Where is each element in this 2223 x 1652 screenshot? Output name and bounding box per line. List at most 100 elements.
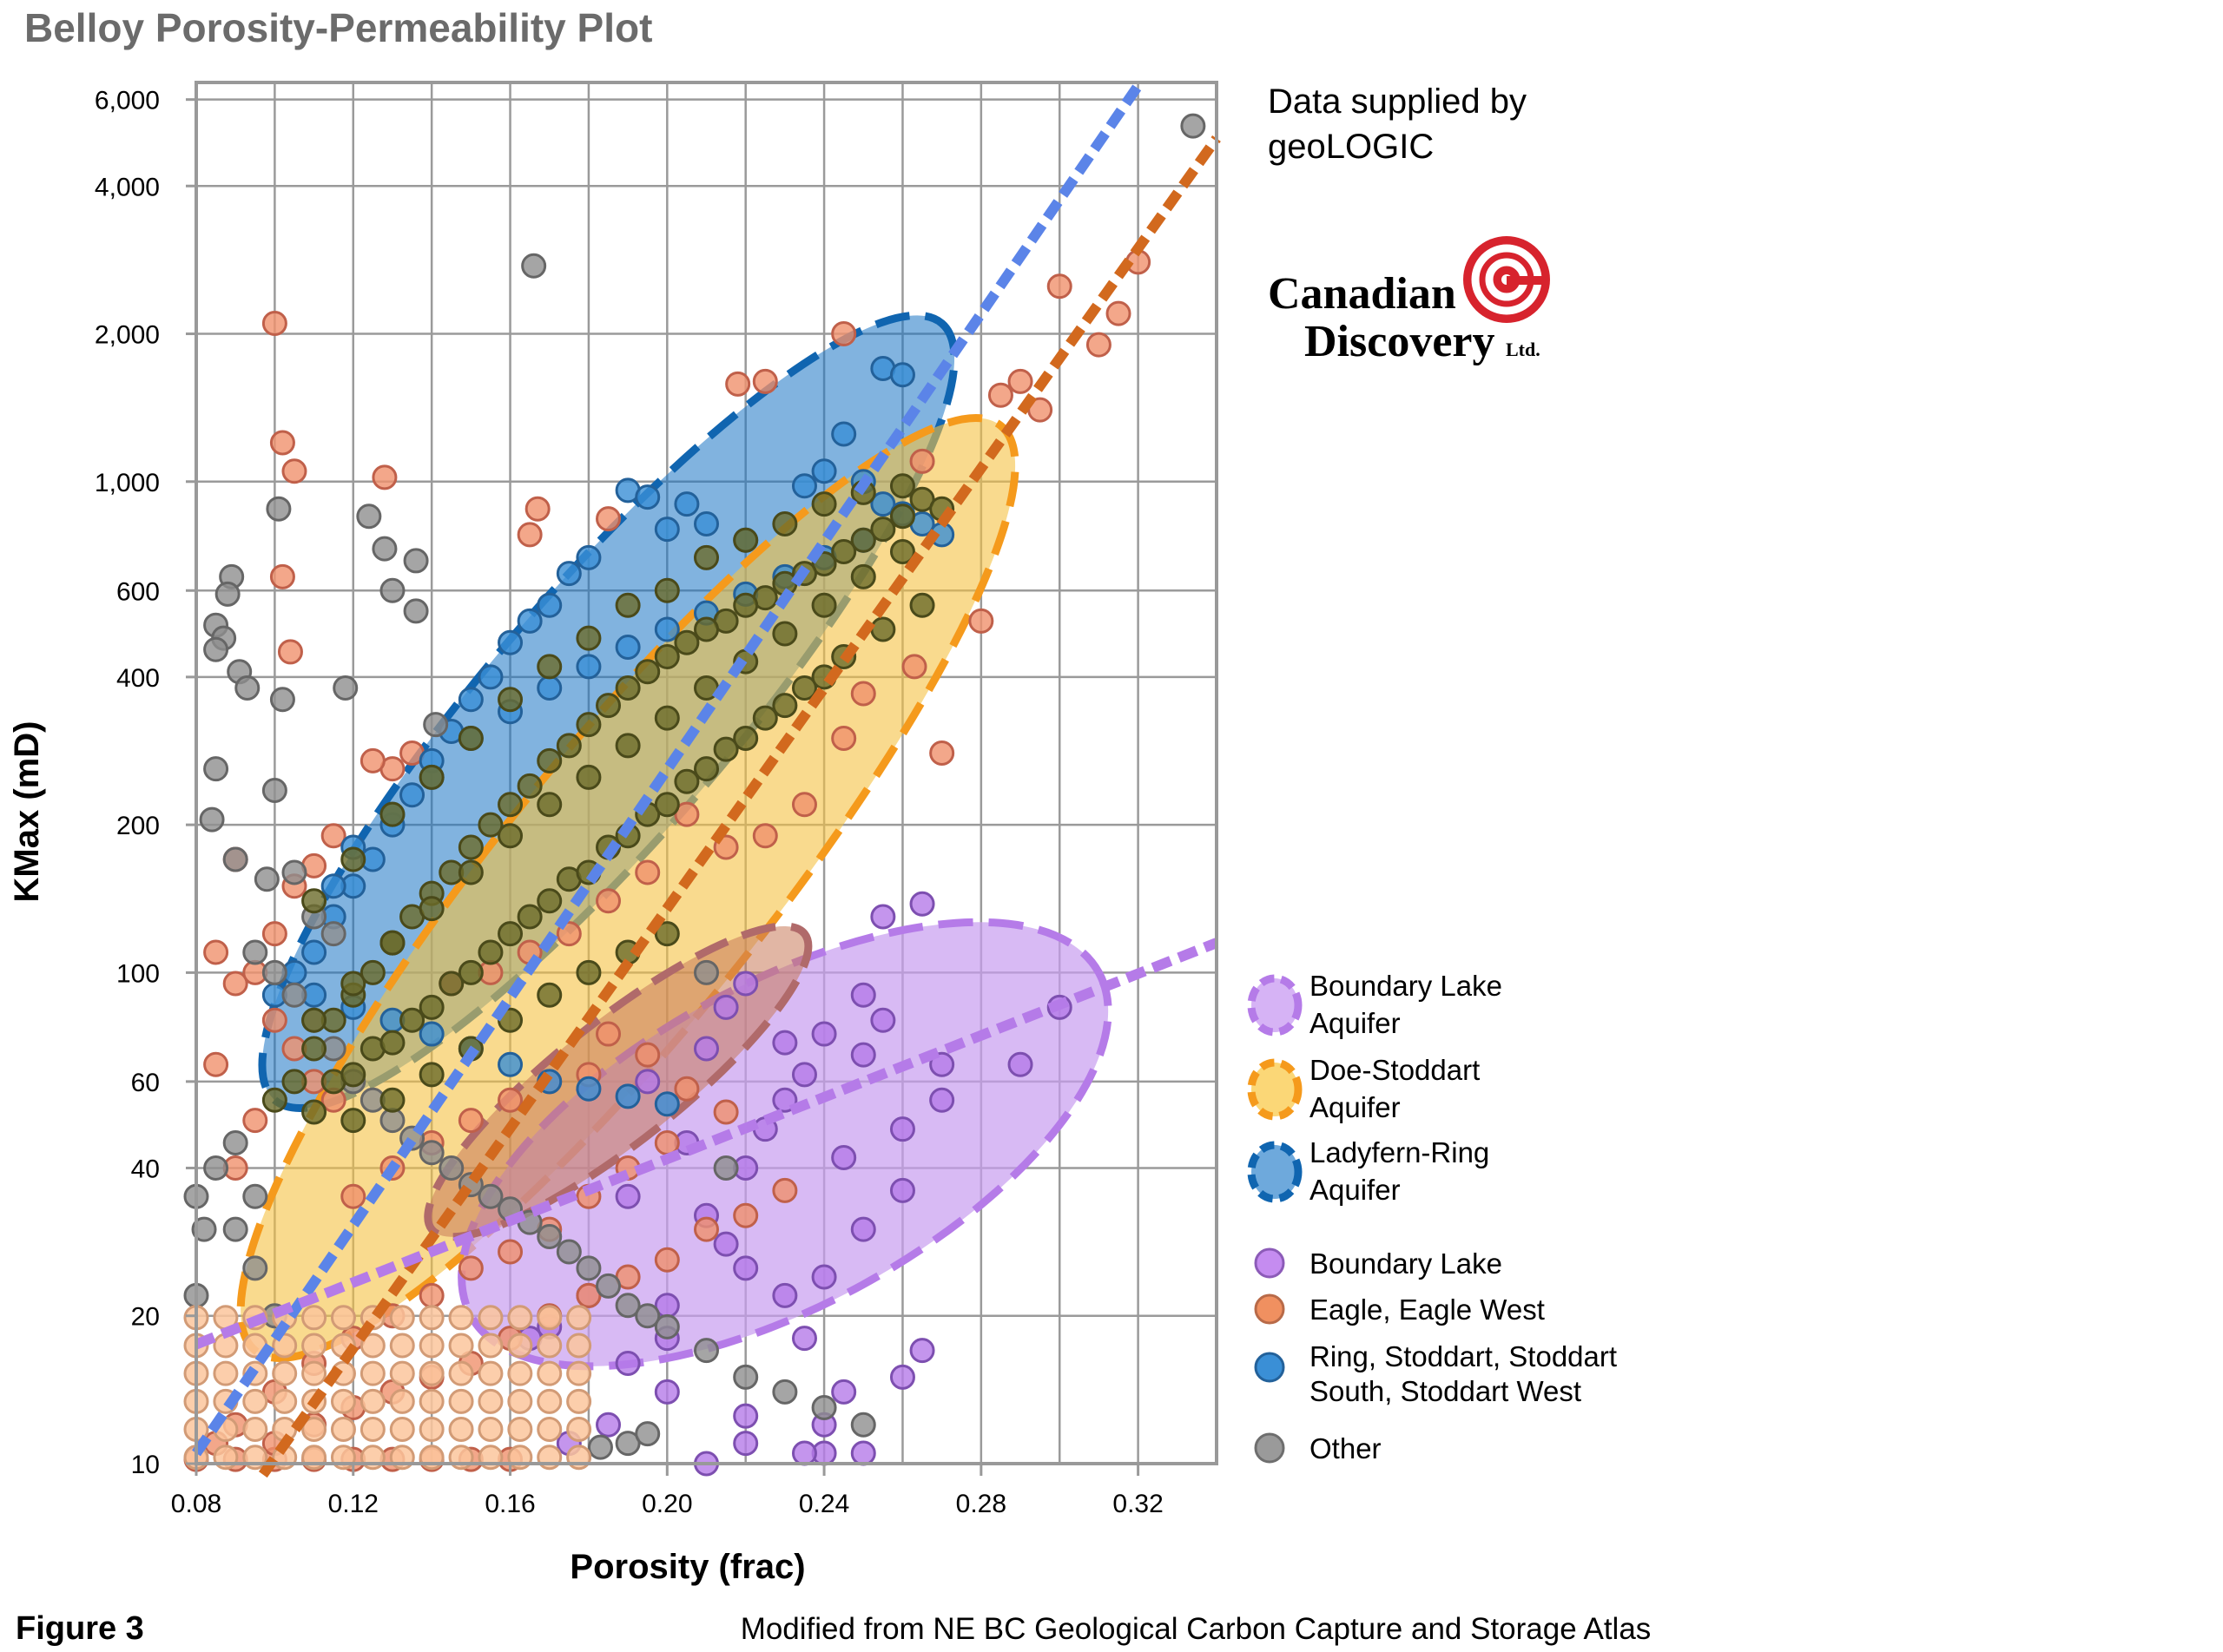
point-overlap — [615, 592, 641, 618]
legend-other-label: Other — [1309, 1432, 1382, 1464]
y-tick-label: 40 — [131, 1155, 160, 1183]
point-overlap — [419, 1062, 445, 1088]
point-eagle — [524, 496, 551, 522]
point-eagle — [596, 888, 622, 914]
point-other — [1180, 113, 1206, 139]
point-other — [419, 1140, 445, 1166]
point-other — [423, 712, 449, 738]
point-eagle — [301, 1333, 327, 1359]
point-overlap — [517, 904, 543, 930]
point-eagle — [389, 1360, 415, 1386]
point-eagle — [269, 563, 295, 589]
credit-line-2: geoLOGIC — [1268, 128, 1434, 166]
point-eagle — [222, 971, 248, 997]
point-eagle — [389, 1388, 415, 1414]
point-ring-stoddart — [320, 873, 346, 899]
point-eagle — [517, 522, 543, 548]
point-eagle — [419, 1305, 445, 1331]
x-tick-label: 0.16 — [485, 1490, 535, 1518]
point-ring-stoddart — [537, 675, 563, 701]
point-eagle — [713, 1099, 739, 1125]
legend-ring-stoddart-marker — [1254, 1352, 1285, 1383]
point-other — [635, 1421, 661, 1447]
point-eagle — [301, 1360, 327, 1386]
legend-aquifer-ladyfern-ring: Ladyfern-Ring Aquifer — [1247, 1136, 1489, 1206]
point-boundary-lake — [889, 1116, 915, 1142]
y-axis-title: KMax (mD) — [8, 721, 46, 903]
point-eagle — [242, 1108, 268, 1134]
point-other — [403, 548, 429, 574]
point-boundary-lake — [889, 1177, 915, 1203]
point-other — [556, 1239, 582, 1265]
point-eagle — [330, 1417, 356, 1443]
point-overlap — [654, 577, 680, 603]
point-other — [596, 1273, 622, 1299]
point-overlap — [850, 527, 876, 553]
point-eagle — [478, 1388, 504, 1414]
y-axis-ticks: 10 20 40 60 100 200 400 600 1,000 2,000 4,000 6,000 — [95, 87, 196, 1479]
point-other — [242, 1255, 268, 1281]
point-eagle — [752, 368, 778, 394]
point-overlap — [301, 888, 327, 914]
point-eagle — [261, 921, 287, 947]
point-ring-stoddart — [419, 1021, 445, 1047]
point-eagle — [772, 1177, 798, 1203]
point-ring-stoddart — [811, 458, 837, 484]
point-overlap — [694, 616, 719, 642]
point-other — [478, 1183, 504, 1209]
point-other — [615, 1293, 641, 1319]
point-boundary-lake — [654, 1379, 680, 1405]
point-overlap — [889, 538, 915, 564]
point-overlap — [615, 675, 641, 701]
legend-aquifer-doe-stoddart: Doe-Stoddart Aquifer — [1247, 1054, 1480, 1123]
point-ring-stoddart — [694, 511, 719, 537]
legend-boundary-lake-label: Boundary Lake — [1309, 1247, 1502, 1280]
point-boundary-lake — [811, 1264, 837, 1290]
trend-lines — [192, 82, 1221, 1478]
point-overlap — [340, 1108, 366, 1134]
point-boundary-lake — [713, 994, 739, 1020]
point-other — [242, 1183, 268, 1209]
point-overlap — [498, 687, 524, 713]
point-other — [372, 536, 398, 562]
y-tick-label: 100 — [116, 959, 160, 988]
point-overlap — [458, 726, 484, 752]
point-other — [576, 1255, 602, 1281]
point-overlap — [870, 616, 896, 642]
point-eagle — [419, 1417, 445, 1443]
point-overlap — [478, 939, 504, 965]
point-boundary-lake — [713, 1231, 739, 1257]
y-tick-label: 6,000 — [95, 87, 160, 115]
point-boundary-lake — [791, 1326, 817, 1352]
point-overlap — [909, 592, 935, 618]
legend-ladyfern-ring-aquifer-label-2: Aquifer — [1309, 1174, 1401, 1206]
point-ring-stoddart — [498, 1051, 524, 1077]
point-overlap — [458, 959, 484, 985]
point-overlap — [831, 538, 857, 564]
legend-ring-stoddart-label-2: South, Stoddart West — [1309, 1375, 1581, 1407]
point-eagle — [360, 1417, 386, 1443]
x-tick-label: 0.28 — [956, 1490, 1006, 1518]
credit-line-1: Data supplied by — [1268, 82, 1527, 121]
point-overlap — [889, 473, 915, 499]
point-other — [333, 675, 359, 701]
point-ring-stoddart — [615, 635, 641, 661]
point-ring-stoddart — [576, 1076, 602, 1102]
point-other — [320, 921, 346, 947]
point-eagle — [272, 1360, 298, 1386]
logo-word-2: Discovery — [1304, 317, 1494, 366]
point-other — [356, 503, 382, 530]
point-eagle — [272, 1388, 298, 1414]
point-overlap — [811, 491, 837, 517]
point-overlap — [791, 675, 817, 701]
point-eagle — [389, 1417, 415, 1443]
point-ring-stoddart — [576, 654, 602, 680]
point-ring-stoddart — [654, 616, 680, 642]
point-eagle — [507, 1360, 533, 1386]
point-ring-stoddart — [791, 473, 817, 499]
point-eagle — [203, 939, 229, 965]
point-boundary-lake — [733, 971, 759, 997]
point-overlap — [340, 1062, 366, 1088]
point-eagle — [635, 859, 661, 885]
point-eagle — [596, 1021, 622, 1047]
